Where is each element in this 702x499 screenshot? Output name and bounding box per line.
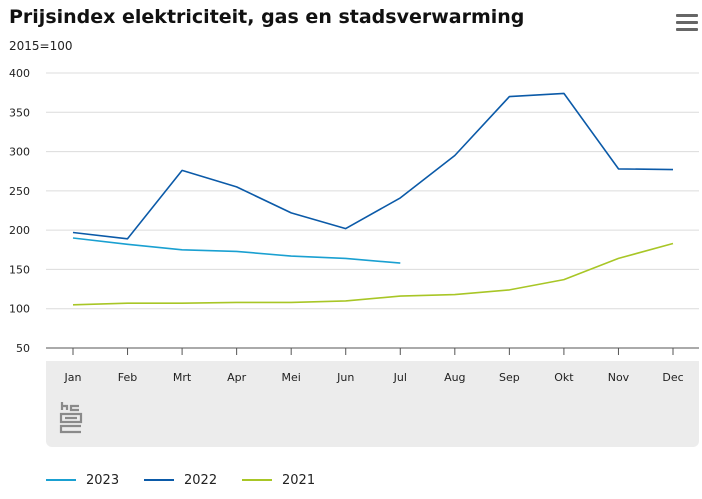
- series-line-2021: [72, 242, 674, 306]
- y-tick-label-300: 300: [9, 146, 30, 159]
- legend-label-2021: 2021: [282, 472, 316, 488]
- legend-label-2022: 2022: [184, 472, 218, 488]
- hamburger-menu-icon[interactable]: [676, 14, 698, 34]
- legend-label-2023: 2023: [86, 472, 120, 488]
- legend-item-2021[interactable]: 2021: [242, 470, 315, 490]
- x-tick-label-Sep: Sep: [499, 371, 520, 384]
- x-tick-label-Aug: Aug: [444, 371, 465, 384]
- series-line-2023: [72, 237, 401, 264]
- chart-footer-panel: [46, 361, 699, 447]
- x-tick-label-Okt: Okt: [554, 371, 574, 384]
- x-tick-label-Feb: Feb: [118, 371, 137, 384]
- x-tick-label-Jul: Jul: [393, 371, 407, 384]
- y-tick-label-50: 50: [16, 342, 30, 355]
- series-line-2022: [72, 92, 674, 240]
- cbs-logo-icon: [59, 402, 83, 434]
- legend-item-2022[interactable]: 2022: [144, 470, 217, 490]
- x-tick-label-Mei: Mei: [282, 371, 301, 384]
- legend-swatch-2022: [144, 479, 174, 481]
- x-tick-label-Apr: Apr: [227, 371, 247, 384]
- chart-subtitle: 2015=100: [9, 39, 73, 53]
- legend-swatch-2021: [242, 479, 272, 481]
- legend-item-2023[interactable]: 2023: [46, 470, 119, 490]
- x-tick-label-Jan: Jan: [64, 371, 82, 384]
- y-tick-label-400: 400: [9, 67, 30, 80]
- y-tick-label-100: 100: [9, 303, 30, 316]
- x-tick-label-Nov: Nov: [608, 371, 630, 384]
- legend-swatch-2023: [46, 479, 76, 481]
- x-tick-label-Jun: Jun: [336, 371, 354, 384]
- x-tick-label-Dec: Dec: [662, 371, 683, 384]
- chart-title: Prijsindex elektriciteit, gas en stadsve…: [9, 6, 525, 28]
- y-tick-label-200: 200: [9, 224, 30, 237]
- y-tick-label-250: 250: [9, 185, 30, 198]
- y-tick-label-350: 350: [9, 106, 30, 119]
- y-tick-label-150: 150: [9, 263, 30, 276]
- x-tick-label-Mrt: Mrt: [173, 371, 192, 384]
